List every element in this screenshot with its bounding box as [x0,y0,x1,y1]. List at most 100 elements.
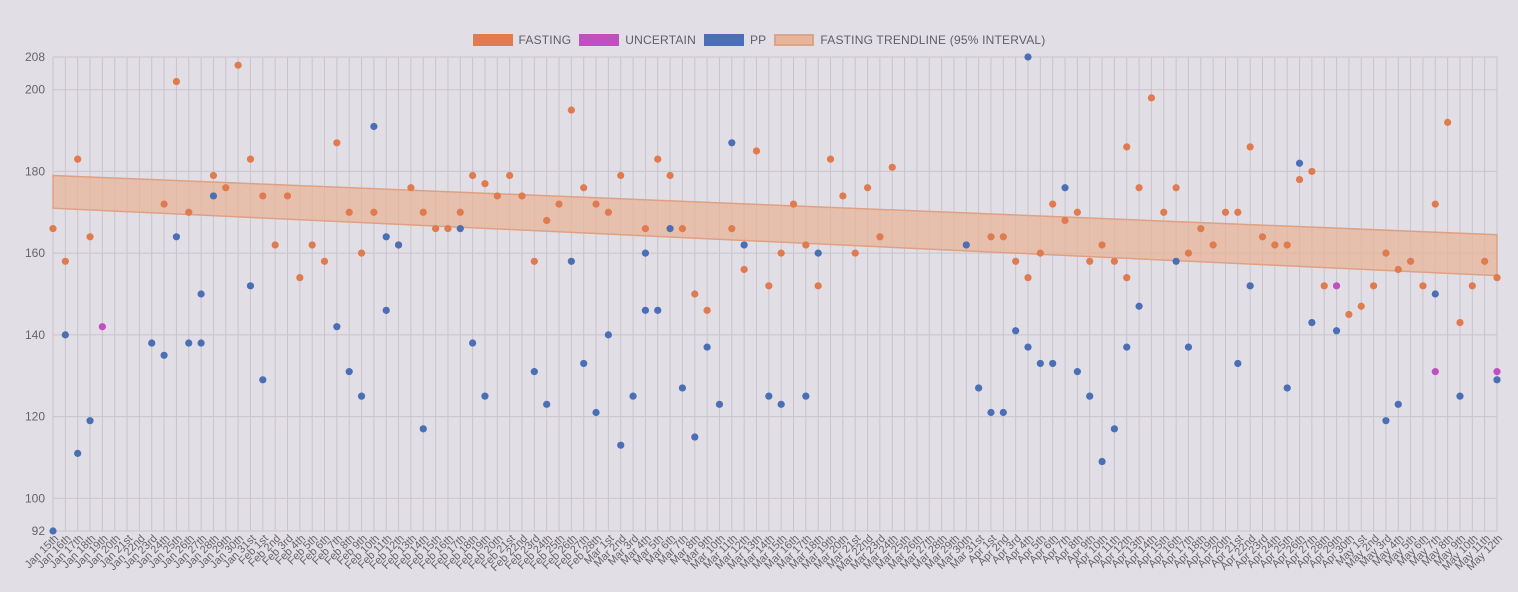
data-point [1369,282,1378,290]
data-point [1481,257,1489,265]
data-point [160,200,168,208]
legend-label: FASTING [518,33,572,47]
data-point [1184,249,1193,257]
data-point [1493,376,1501,384]
data-point [987,233,995,241]
data-point [259,376,267,384]
data-point [1258,233,1267,241]
data-point [98,323,106,331]
data-point [49,225,57,233]
data-point [308,241,316,249]
data-point [481,392,489,400]
data-point [1283,384,1291,392]
data-point [506,171,514,180]
data-point [666,225,674,233]
data-point [826,155,835,163]
data-point [1061,184,1069,192]
data-point [86,417,94,425]
data-point [629,392,637,400]
legend-swatch [774,34,815,46]
data-point [1012,257,1020,265]
data-point [765,282,773,290]
data-point [357,249,366,257]
data-point [543,400,551,408]
data-point [876,233,884,241]
data-point [789,200,798,208]
data-point [86,233,94,241]
data-point [1147,94,1156,102]
y-tick-label: 200 [25,83,45,97]
data-point [1394,265,1402,274]
data-point [185,208,193,216]
data-point [74,155,82,163]
grid [52,56,1498,532]
data-point [469,171,477,180]
data-point [1024,53,1032,61]
data-point [197,339,205,347]
data-point [1431,290,1439,298]
data-point [1456,319,1464,327]
data-point [1172,184,1180,192]
data-point [1110,425,1119,433]
data-point [543,216,551,225]
data-point [604,208,612,216]
data-point [1345,310,1353,319]
legend-label: UNCERTAIN [625,33,696,47]
data-point [1234,208,1242,216]
legend-item[interactable]: PP [703,33,767,47]
data-point [1382,417,1390,425]
data-point [765,392,773,400]
data-point [1135,184,1143,192]
data-point [999,408,1007,417]
data-point [1295,175,1304,184]
data-point [382,233,390,241]
data-point [456,208,464,216]
data-point [209,171,218,180]
legend-label: PP [749,33,767,47]
legend-item[interactable]: UNCERTAIN [579,33,696,47]
y-tick-label: 180 [25,164,45,178]
data-point [863,184,872,192]
data-point [728,139,736,147]
data-point [1320,282,1328,290]
data-point [1283,241,1291,249]
data-point [617,171,625,180]
chart-legend: FASTING UNCERTAIN PP FASTING TRENDLINE (95%… [0,33,1518,47]
data-point [1357,302,1365,310]
data-point [172,233,181,241]
data-point [567,106,575,114]
data-point [333,139,341,147]
data-point [518,192,526,200]
y-tick-label: 92 [32,524,46,538]
data-point [382,306,390,314]
data-point [530,257,538,265]
data-point [1308,319,1316,327]
data-point [1123,274,1131,282]
data-point [1468,282,1476,290]
data-point [1382,249,1390,257]
data-point [1110,257,1119,265]
data-point [456,225,464,233]
data-point [728,225,736,233]
trendline-band [52,174,1498,277]
y-tick-label: 160 [25,246,45,260]
data-point [481,180,489,188]
data-point [567,257,575,265]
data-point [592,200,600,208]
data-point [271,241,279,249]
y-tick-label: 208 [25,50,45,64]
data-point [1123,343,1131,351]
legend-item[interactable]: FASTING [472,33,572,47]
data-point [1135,302,1143,310]
data-point [1012,327,1020,335]
data-point [444,225,452,233]
data-point [530,368,538,376]
data-point [320,257,329,265]
data-point [654,306,662,314]
data-point [641,249,650,257]
legend-item[interactable]: FASTING TRENDLINE (95% INTERVAL) [774,33,1045,47]
data-point [752,147,761,155]
data-point [1061,216,1069,225]
data-point [419,425,427,433]
